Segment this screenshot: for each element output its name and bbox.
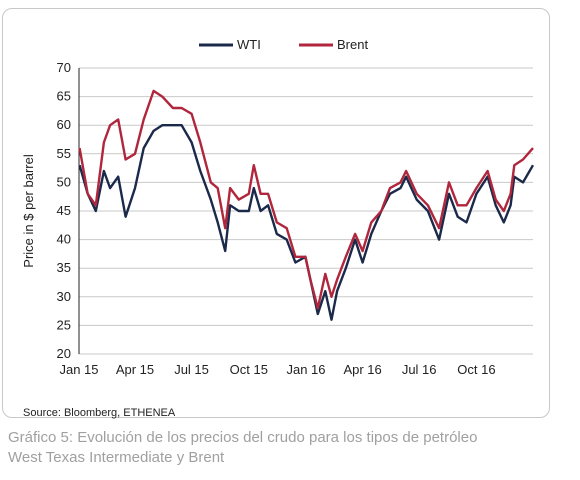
y-tick-label: 70: [57, 60, 71, 75]
y-tick-label: 20: [57, 346, 71, 361]
chart-frame: 20 25 30 35 40 45 50 55 60 65 70 Jan 15 Apr 15 Jul 15…: [2, 8, 550, 419]
y-tick-label: 55: [57, 146, 71, 161]
series-line-brent: [78, 89, 534, 310]
legend-label: Brent: [337, 37, 368, 52]
y-tick-label: 45: [57, 203, 71, 218]
y-tick-label: 50: [57, 174, 71, 189]
y-axis-title: Price in $ per barrel: [21, 154, 36, 268]
x-tick-label: Jan 15: [59, 362, 98, 377]
x-tick-label: Jan 16: [286, 362, 325, 377]
x-tick-label: Jul 16: [402, 362, 437, 377]
series-line-wti: [78, 124, 535, 321]
y-tick-label: 65: [57, 89, 71, 104]
line-chart: 20 25 30 35 40 45 50 55 60 65 70 Jan 15 Apr 15 Jul 15…: [21, 37, 535, 377]
y-tick-label: 60: [57, 117, 71, 132]
y-tick-label: 35: [57, 260, 71, 275]
y-tick-label: 40: [57, 232, 71, 247]
source-note: Source: Bloomberg, ETHENEA: [23, 407, 176, 419]
y-tick-label: 25: [57, 317, 71, 332]
y-tick-label: 30: [57, 289, 71, 304]
caption-line-1: Gráfico 5: Evolución de los precios del …: [8, 429, 478, 446]
x-tick-label: Jul 15: [174, 362, 209, 377]
x-tick-label: Oct 16: [457, 362, 495, 377]
x-tick-label: Apr 16: [343, 362, 381, 377]
x-tick-label: Apr 15: [116, 362, 154, 377]
x-tick-label: Oct 15: [230, 362, 268, 377]
legend-label: WTI: [237, 37, 261, 52]
figure-caption: Gráfico 5: Evolución de los precios del …: [8, 428, 568, 468]
caption-line-2: West Texas Intermediate y Brent: [8, 449, 225, 466]
